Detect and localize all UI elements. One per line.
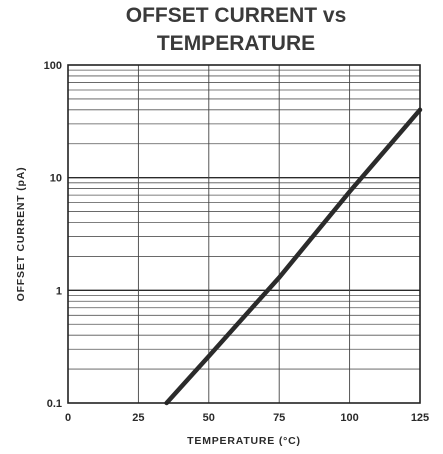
y-tick-labels: 0.1 1 10 100 xyxy=(44,60,62,410)
x-tick-label: 50 xyxy=(203,412,215,424)
y-tick-label: 0.1 xyxy=(47,398,62,410)
x-tick-label: 75 xyxy=(273,412,285,424)
chart-title-line1: OFFSET CURRENT vs xyxy=(126,4,347,27)
x-tick-label: 100 xyxy=(340,412,358,424)
x-tick-label: 125 xyxy=(411,412,429,424)
y-tick-label: 10 xyxy=(50,173,62,185)
series-group xyxy=(164,107,423,406)
x-tick-label: 25 xyxy=(132,412,144,424)
y-tick-label: 1 xyxy=(56,285,62,297)
x-axis-label: TEMPERATURE (°C) xyxy=(187,435,301,447)
y-axis-label: OFFSET CURRENT (pA) xyxy=(15,167,27,302)
x-tick-label: 0 xyxy=(65,412,71,424)
x-tick-labels: 0 25 50 75 100 125 xyxy=(65,412,429,424)
grid xyxy=(68,65,420,403)
chart-title-line2: TEMPERATURE xyxy=(157,32,315,55)
offset-current-line xyxy=(164,107,423,406)
y-tick-label: 100 xyxy=(44,60,62,72)
plot-frame xyxy=(67,64,421,404)
